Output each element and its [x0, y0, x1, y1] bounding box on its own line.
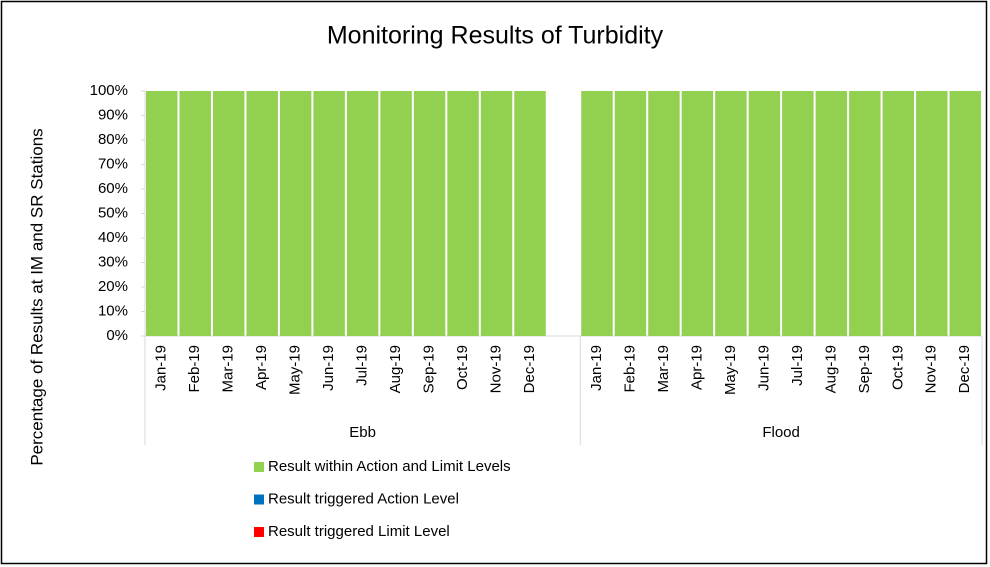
group-label: Flood [762, 424, 800, 441]
legend-swatch [254, 494, 264, 505]
y-tick-label: 100% [90, 82, 128, 99]
y-tick-label: 10% [98, 302, 128, 319]
legend-swatch [254, 462, 264, 472]
y-axis-label: Percentage of Results at IM and SR Stati… [27, 128, 46, 465]
x-tick-label: Mar-19 [220, 345, 237, 393]
bar-segment [681, 91, 714, 336]
x-tick-label: Sep-19 [856, 345, 873, 393]
y-tick-label: 90% [98, 106, 128, 123]
x-tick-label: Jun-19 [320, 345, 337, 391]
y-tick-label: 60% [98, 180, 128, 197]
bar-segment [346, 91, 379, 336]
bar-segment [413, 91, 446, 336]
x-tick-label: Dec-19 [521, 345, 538, 393]
x-tick-label: Aug-19 [387, 345, 404, 393]
y-tick-label: 80% [98, 131, 128, 148]
x-tick-label: Sep-19 [421, 345, 438, 393]
x-tick-label: Jul-19 [789, 345, 806, 386]
legend-label: Result triggered Action Level [268, 490, 459, 507]
x-tick-label: Nov-19 [923, 345, 940, 393]
x-tick-label: Apr-19 [253, 345, 270, 390]
bar-segment [246, 91, 278, 336]
x-tick-label: Aug-19 [822, 345, 839, 393]
y-tick-label: 0% [106, 327, 128, 344]
y-tick-label: 70% [98, 155, 128, 172]
bar-segment [581, 91, 613, 336]
chart-title: Monitoring Results of Turbidity [327, 22, 664, 50]
x-tick-label: Jun-19 [755, 345, 772, 391]
x-tick-label: Dec-19 [956, 345, 973, 393]
bar-segment [179, 91, 211, 336]
bar-segment [212, 91, 245, 336]
bar-segment [380, 91, 412, 336]
bar-segment [514, 91, 546, 336]
bar-segment [782, 91, 814, 336]
legend-swatch [254, 527, 264, 537]
bar-segment [748, 91, 781, 336]
x-tick-label: Jan-19 [588, 345, 605, 391]
y-tick-label: 50% [98, 204, 128, 221]
bar-segment [916, 91, 948, 336]
y-tick-label: 30% [98, 253, 128, 270]
bar-segment [949, 91, 981, 336]
bar-segment [480, 91, 513, 336]
bar-segment [715, 91, 747, 336]
y-tick-label: 40% [98, 229, 128, 246]
x-tick-label: May-19 [287, 345, 304, 395]
x-tick-label: Jul-19 [354, 345, 371, 386]
x-tick-label: Nov-19 [488, 345, 505, 393]
x-tick-label: Mar-19 [655, 345, 672, 393]
bar-segment [882, 91, 915, 336]
bar-segment [815, 91, 848, 336]
legend-label: Result triggered Limit Level [268, 523, 450, 540]
bar-segment [313, 91, 345, 336]
x-tick-label: Jan-19 [153, 345, 170, 391]
bar-segment [447, 91, 479, 336]
bar-segment [849, 91, 881, 336]
x-tick-label: Feb-19 [621, 345, 638, 393]
x-tick-label: Apr-19 [688, 345, 705, 390]
bar-segment [648, 91, 680, 336]
legend-label: Result within Action and Limit Levels [268, 458, 511, 475]
bar-segment [614, 91, 647, 336]
x-tick-label: Oct-19 [889, 345, 906, 390]
x-tick-label: Oct-19 [454, 345, 471, 390]
group-label: Ebb [349, 424, 376, 441]
x-tick-label: Feb-19 [186, 345, 203, 393]
bar-segment [146, 91, 178, 336]
y-tick-label: 20% [98, 278, 128, 295]
bar-segment [279, 91, 312, 336]
x-tick-label: May-19 [722, 345, 739, 395]
